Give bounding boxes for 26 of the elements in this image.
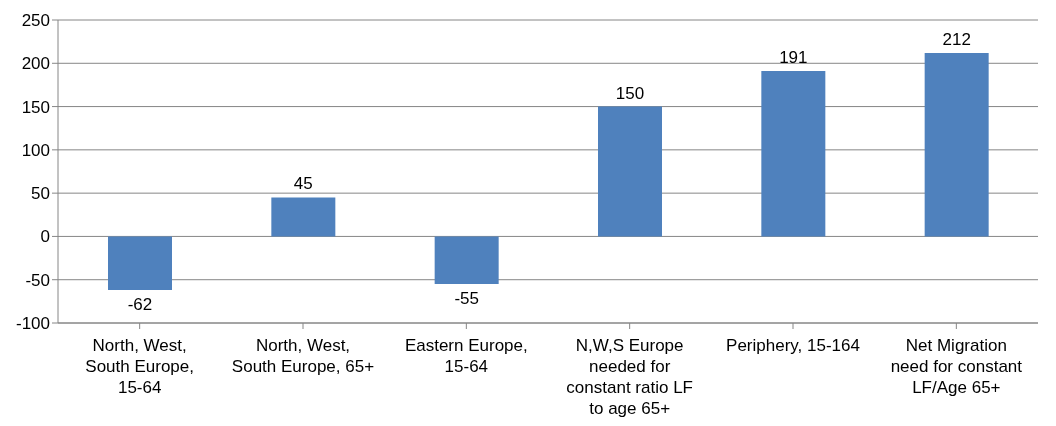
y-tick-label: 0 (40, 227, 50, 247)
x-tick-label: Periphery, 15-164 (726, 336, 860, 355)
y-tick-label: 200 (21, 54, 50, 74)
bar (434, 236, 499, 285)
x-tick-label: N,W,S Europe needed for constant ratio LF to age 65+ (566, 336, 693, 418)
y-tick-label: 100 (21, 140, 50, 160)
bar (271, 197, 336, 237)
y-tick-label: -100 (15, 314, 50, 334)
y-tick-label: 150 (21, 97, 50, 117)
data-label: -55 (454, 289, 479, 309)
data-label: 191 (779, 48, 808, 68)
bar (598, 106, 662, 237)
y-tick-label: 50 (31, 184, 50, 204)
x-tick-label: Net Migration need for constant LF/Age 65+ (890, 336, 1023, 397)
y-tick-label: -50 (25, 270, 50, 290)
bar (108, 236, 172, 291)
x-tick-label: North, West, South Europe, 65+ (231, 336, 375, 376)
data-label: 150 (615, 83, 645, 103)
data-label: -62 (127, 295, 153, 315)
x-tick-label: Eastern Europe, 15-64 (404, 336, 528, 376)
bar (924, 52, 989, 237)
bar (761, 71, 826, 237)
y-tick-label: 250 (21, 11, 50, 31)
x-tick-label: North, West, South Europe, 15-64 (85, 336, 195, 397)
data-label: 45 (293, 174, 313, 194)
data-label: 212 (942, 29, 971, 49)
